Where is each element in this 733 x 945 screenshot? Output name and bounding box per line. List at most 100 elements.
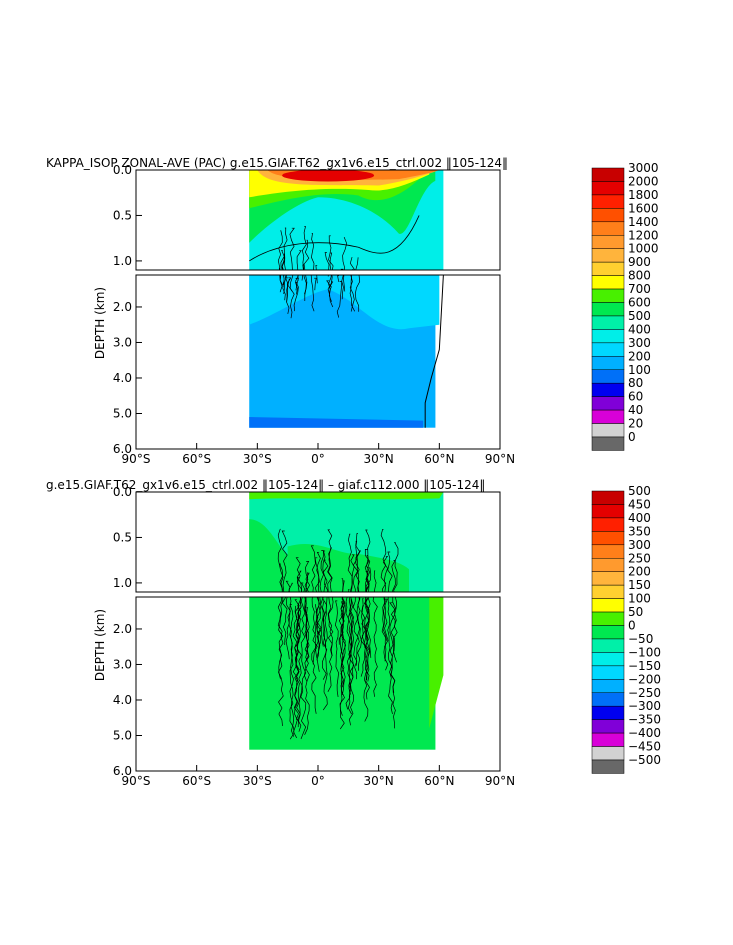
colorbar-cell — [591, 611, 625, 626]
contour-line — [345, 589, 351, 710]
field-fill-0-b — [287, 543, 409, 592]
contour-line — [304, 607, 309, 662]
colorbar-cell — [591, 531, 625, 546]
colorbar-cell — [591, 719, 625, 734]
y-tick-label: 0.5 — [113, 208, 132, 222]
colorbar-label: 500 — [628, 484, 651, 498]
colorbar-cell — [591, 652, 625, 667]
field-fill-2000 — [282, 169, 375, 182]
colorbar-label: −500 — [628, 753, 661, 767]
contour-line — [355, 533, 361, 666]
contour-line — [278, 267, 283, 293]
colorbar-label: −300 — [628, 699, 661, 713]
field-fill-0 — [249, 519, 288, 592]
x-tick-label: 60°S — [182, 774, 211, 788]
colorbar-cell — [591, 705, 625, 720]
colorbar-cell — [591, 665, 625, 680]
colorbar-cell — [591, 167, 625, 182]
colorbar-label: −250 — [628, 686, 661, 700]
section-gap — [135, 270, 501, 275]
contour-line — [289, 604, 295, 737]
y-tick-label: 0.5 — [113, 530, 132, 544]
colorbar-label: 300 — [628, 538, 651, 552]
chart-title: KAPPA_ISOP ZONAL-AVE (PAC) g.e15.GIAF.T6… — [46, 156, 508, 170]
y-tick-label: 6.0 — [113, 442, 132, 456]
contour-line — [249, 215, 420, 262]
plot-frame-upper — [135, 491, 501, 593]
colorbar-cell — [591, 598, 625, 613]
colorbar-cell — [591, 396, 625, 411]
contour-line — [365, 567, 372, 658]
colorbar-label: 1000 — [628, 242, 659, 256]
colorbar-label: 3000 — [628, 161, 659, 175]
contour-line — [312, 603, 318, 665]
colorbar-cell — [591, 382, 625, 397]
colorbar-label: 50 — [628, 605, 643, 619]
colorbar-label: 400 — [628, 511, 651, 525]
contour-line — [324, 252, 330, 277]
y-tick-label: 4.0 — [113, 693, 132, 707]
contour-line — [322, 559, 329, 711]
contour-line — [361, 605, 366, 648]
contour-line — [337, 275, 340, 282]
colorbar-label: 400 — [628, 322, 651, 336]
contour-line — [380, 528, 387, 662]
field-fill-50 — [429, 597, 444, 729]
x-tick-label: 30°S — [243, 452, 272, 466]
contour-line — [277, 230, 283, 279]
colorbar-cell — [591, 356, 625, 370]
field-fill-surface — [249, 492, 444, 500]
contour-line — [316, 597, 322, 658]
colorbar-label: −100 — [628, 645, 661, 659]
colorbar-label: 900 — [628, 255, 651, 269]
colorbar-label: 0 — [628, 430, 636, 444]
colorbar-label: 600 — [628, 296, 651, 310]
colorbar-cell — [591, 369, 625, 384]
colorbar-label: 0 — [628, 619, 636, 633]
x-tick-label: 60°N — [424, 774, 454, 788]
y-tick-label: 3.0 — [113, 657, 132, 671]
colorbar-label: −200 — [628, 672, 661, 686]
y-tick-label: 5.0 — [113, 406, 132, 420]
contour-line — [285, 580, 291, 660]
colorbar-label: 20 — [628, 417, 643, 431]
contour-line — [295, 277, 299, 291]
contour-line — [334, 600, 339, 697]
colorbar-cell — [591, 288, 625, 303]
y-tick-label: 0.0 — [113, 163, 132, 177]
x-tick-label: 90°S — [122, 452, 151, 466]
plot-frame-upper — [135, 169, 501, 271]
colorbar-cell — [591, 638, 625, 653]
contour-line — [340, 268, 344, 300]
y-tick-label: 4.0 — [113, 371, 132, 385]
colorbar-cell — [591, 436, 625, 451]
colorbar-label: 40 — [628, 403, 643, 417]
colorbar-cell — [591, 235, 625, 249]
colorbar-label: 800 — [628, 269, 651, 283]
contour-line — [356, 550, 362, 671]
y-tick-label: 1.0 — [113, 576, 132, 590]
colorbar-cell — [591, 759, 625, 774]
y-axis-label: DEPTH (km) — [93, 609, 107, 681]
y-tick-label: 2.0 — [113, 300, 132, 314]
colorbar-label: 1200 — [628, 228, 659, 242]
contour-line — [340, 596, 347, 688]
colorbar-label: −400 — [628, 726, 661, 740]
field-fill-400 — [249, 275, 440, 330]
colorbar-cell — [591, 558, 625, 572]
contour-line — [288, 582, 295, 740]
y-tick-label: 2.0 — [113, 622, 132, 636]
contour-line — [390, 560, 397, 729]
y-axis-label: DEPTH (km) — [93, 287, 107, 359]
x-tick-label: 0° — [311, 452, 325, 466]
contour-line — [316, 606, 322, 649]
y-tick-label: 0.0 — [113, 485, 132, 499]
colorbar-cell — [591, 275, 625, 290]
colorbar-cell — [591, 329, 625, 344]
colorbar-cell — [591, 584, 625, 599]
y-tick-label: 6.0 — [113, 764, 132, 778]
contour-line — [303, 239, 310, 295]
colorbar-label: 100 — [628, 592, 651, 606]
x-tick-label: 90°N — [485, 774, 515, 788]
